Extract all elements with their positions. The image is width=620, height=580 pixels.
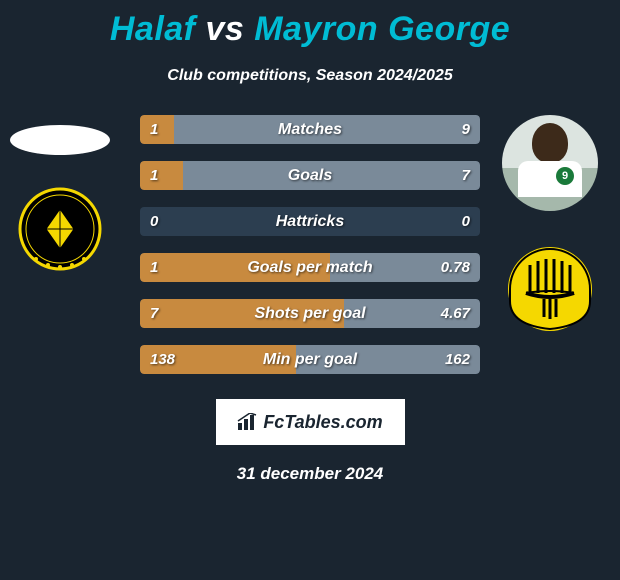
stat-label: Goals per match <box>140 253 480 282</box>
stat-label: Matches <box>140 115 480 144</box>
comparison-title: Halaf vs Mayron George <box>0 0 620 49</box>
stat-label: Shots per goal <box>140 299 480 328</box>
club-badge-icon <box>506 245 594 333</box>
snapshot-date: 31 december 2024 <box>0 464 620 484</box>
player2-column <box>490 115 610 333</box>
brand-label: FcTables.com <box>237 412 382 433</box>
stat-bar: 10.78Goals per match <box>140 253 480 282</box>
stat-label: Min per goal <box>140 345 480 374</box>
vs-separator: vs <box>205 10 244 48</box>
stat-bar: 19Matches <box>140 115 480 144</box>
stat-label: Goals <box>140 161 480 190</box>
stat-bar: 74.67Shots per goal <box>140 299 480 328</box>
player2-avatar <box>502 115 598 211</box>
club-badge-icon <box>16 185 104 273</box>
brand-box: FcTables.com <box>213 396 408 448</box>
season-subtitle: Club competitions, Season 2024/2025 <box>0 67 620 85</box>
stat-bar: 138162Min per goal <box>140 345 480 374</box>
player2-name: Mayron George <box>254 10 510 48</box>
player2-club-badge <box>506 245 594 333</box>
stats-bars: 19Matches 17Goals 00Hattricks 10.78Goals pe… <box>140 115 480 374</box>
stat-bar: 17Goals <box>140 161 480 190</box>
brand-text: FcTables.com <box>263 412 382 433</box>
comparison-content: 19Matches 17Goals 00Hattricks 10.78Goals pe… <box>0 115 620 374</box>
chart-icon <box>237 413 259 431</box>
stat-bar: 00Hattricks <box>140 207 480 236</box>
player1-club-badge <box>16 185 104 273</box>
player1-name: Halaf <box>110 10 196 48</box>
player1-avatar <box>10 125 110 155</box>
stat-label: Hattricks <box>140 207 480 236</box>
player1-column <box>0 115 120 273</box>
